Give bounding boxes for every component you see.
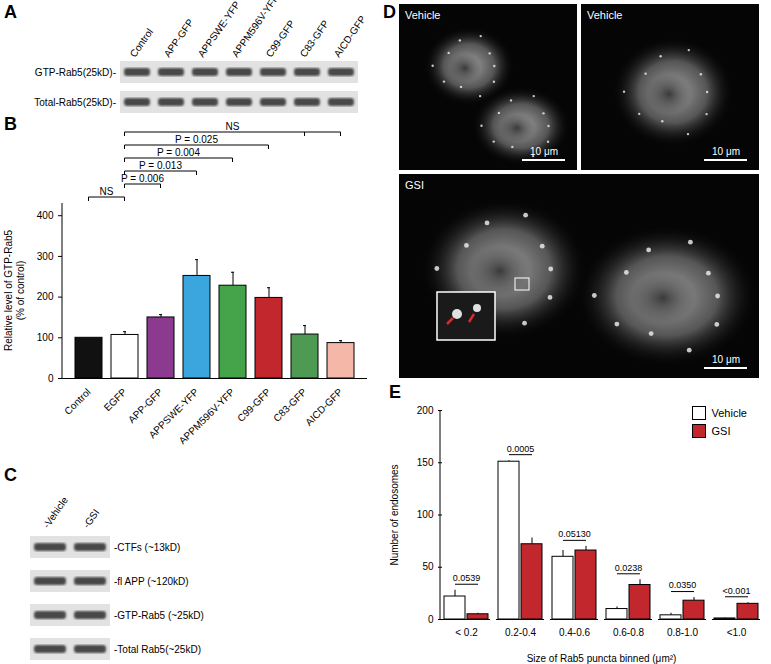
svg-text:P = 0.025: P = 0.025 (175, 134, 218, 145)
svg-text:NS: NS (100, 186, 114, 197)
svg-text:APP-GFP: APP-GFP (162, 17, 196, 60)
html-text:GSI: GSI (711, 425, 731, 437)
svg-text:0.4-0.6: 0.4-0.6 (559, 627, 591, 638)
svg-text:-fl APP (~120kD): -fl APP (~120kD) (114, 576, 189, 587)
svg-text:<1.0: <1.0 (727, 627, 747, 638)
svg-text:AICD-GFP: AICD-GFP (303, 386, 345, 428)
svg-text:0.2-0.4: 0.2-0.4 (505, 627, 537, 638)
svg-text:50: 50 (422, 561, 434, 572)
svg-text:C83-GFP: C83-GFP (298, 18, 331, 59)
svg-text:C99-GFP: C99-GFP (235, 386, 273, 424)
svg-text:0.6-0.8: 0.6-0.8 (613, 627, 645, 638)
svg-text:-GSI: -GSI (81, 507, 102, 530)
svg-text:C83-GFP: C83-GFP (271, 386, 309, 424)
svg-text:-CTFs (~13kD): -CTFs (~13kD) (114, 542, 180, 553)
svg-text:APP-GFP: APP-GFP (125, 386, 165, 426)
svg-text:P = 0.013: P = 0.013 (139, 160, 182, 171)
svg-text:AICD-GFP: AICD-GFP (332, 13, 369, 59)
svg-text:P = 0.006: P = 0.006 (121, 173, 164, 184)
svg-text:P = 0.004: P = 0.004 (157, 147, 200, 158)
svg-text:Number of endosomes: Number of endosomes (389, 464, 400, 565)
svg-text:0.8-1.0: 0.8-1.0 (667, 627, 699, 638)
svg-text:0: 0 (428, 614, 434, 625)
html-text:D: D (383, 2, 396, 22)
svg-text:-GTP-Rab5 (~25kD): -GTP-Rab5 (~25kD) (114, 610, 204, 621)
svg-text:0: 0 (48, 373, 54, 384)
svg-text:Control: Control (128, 26, 156, 59)
svg-text:0.0005: 0.0005 (507, 444, 535, 454)
html-text:Vehicle: Vehicle (711, 407, 747, 419)
svg-text:<0.001: <0.001 (723, 586, 751, 596)
svg-text:GTP-Rab5(25kD)-: GTP-Rab5(25kD)- (35, 67, 116, 78)
html-text:B: B (4, 114, 17, 134)
svg-text:-Total Rab5(~25kD): -Total Rab5(~25kD) (114, 644, 201, 655)
svg-text:APPSWE-YFP: APPSWE-YFP (146, 386, 201, 441)
html-text:E: E (389, 382, 401, 402)
svg-text:NS: NS (226, 121, 240, 132)
svg-text:10 μm: 10 μm (712, 354, 740, 365)
svg-text:0.0350: 0.0350 (669, 580, 697, 590)
svg-text:10 μm: 10 μm (712, 146, 740, 157)
svg-text:Relative level of GTP-Rab5(% o: Relative level of GTP-Rab5(% of control) (3, 229, 26, 351)
svg-text:APPM596V-YFP: APPM596V-YFP (177, 386, 237, 446)
svg-text:Total-Rab5(25kD)-: Total-Rab5(25kD)- (34, 97, 116, 108)
svg-text:400: 400 (37, 210, 54, 221)
svg-text:200: 200 (37, 291, 54, 302)
svg-text:10 μm: 10 μm (530, 146, 558, 157)
svg-text:Vehicle: Vehicle (587, 9, 622, 21)
html-text:C: C (4, 465, 17, 485)
svg-text:0.0539: 0.0539 (453, 573, 481, 583)
svg-text:200: 200 (417, 405, 434, 416)
svg-text:Vehicle: Vehicle (405, 9, 440, 21)
svg-text:100: 100 (37, 332, 54, 343)
svg-text:< 0.2: < 0.2 (455, 627, 478, 638)
svg-text:0.05130: 0.05130 (558, 529, 591, 539)
svg-text:150: 150 (417, 457, 434, 468)
svg-text:GSI: GSI (405, 179, 424, 191)
svg-text:C99-GFP: C99-GFP (264, 18, 297, 59)
svg-text:Size of Rab5 puncta binned (μm: Size of Rab5 puncta binned (μm²) (527, 653, 677, 664)
svg-text:-Vehicle: -Vehicle (41, 494, 71, 530)
svg-text:EGFP: EGFP (102, 386, 129, 413)
svg-text:Control: Control (62, 386, 93, 417)
svg-text:100: 100 (417, 509, 434, 520)
svg-text:300: 300 (37, 251, 54, 262)
html-text:A: A (4, 2, 17, 22)
svg-text:0.0238: 0.0238 (615, 563, 643, 573)
